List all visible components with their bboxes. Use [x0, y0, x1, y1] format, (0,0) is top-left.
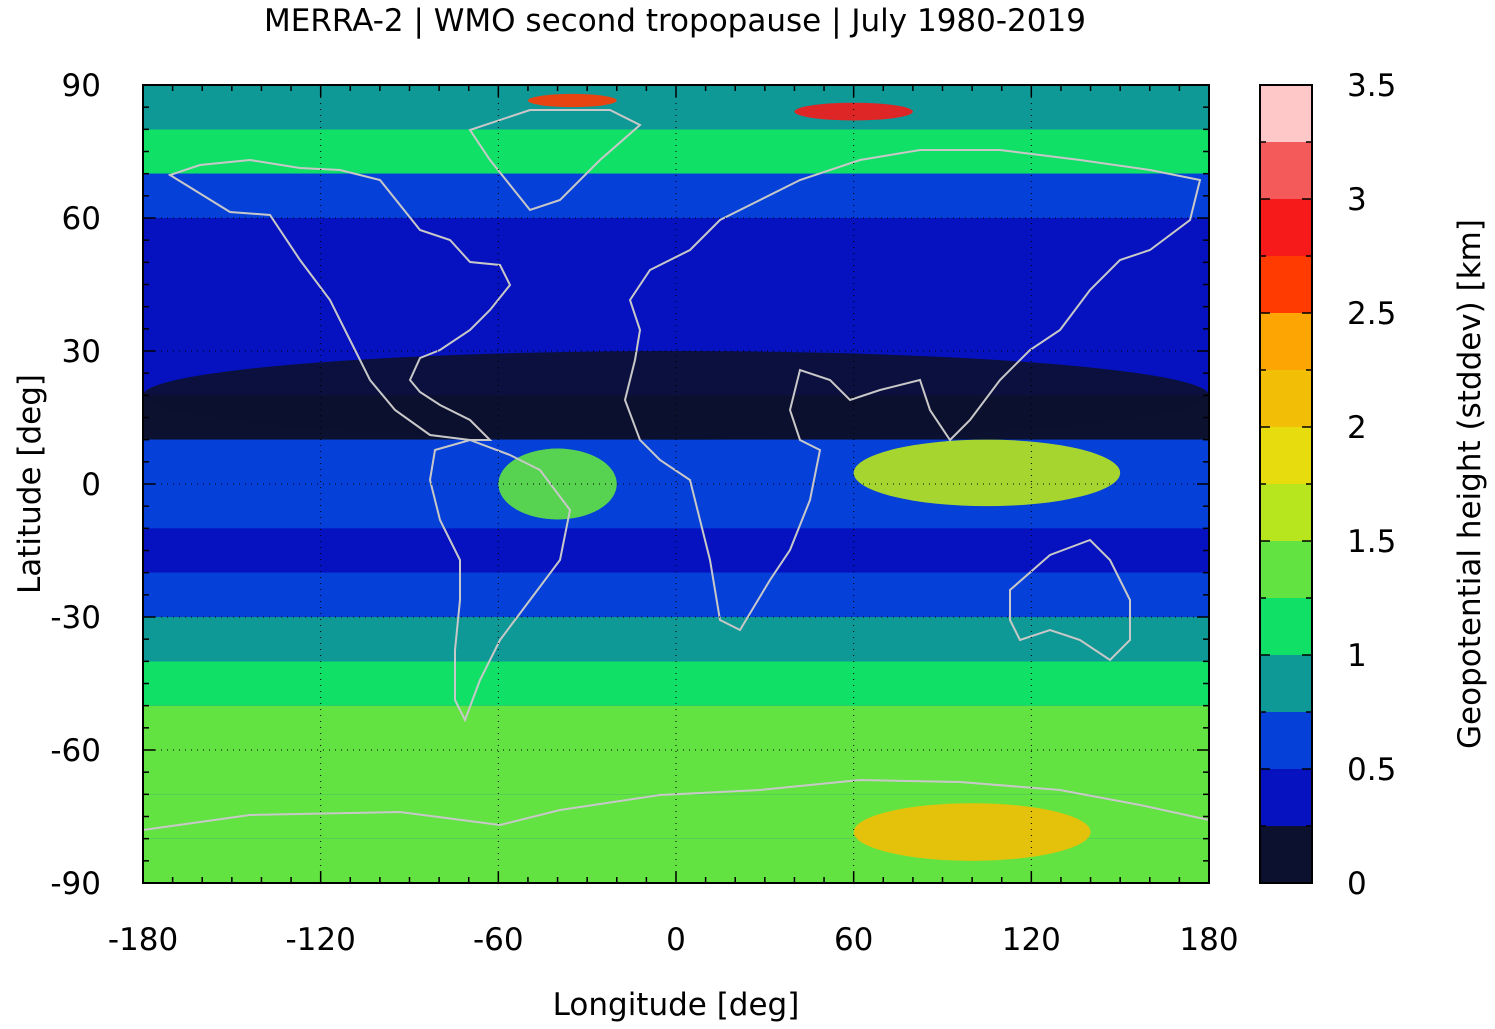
colorbar-swatch	[1260, 85, 1312, 142]
colorbar-swatch	[1260, 655, 1312, 712]
heat-band	[143, 284, 1209, 351]
x-tick-label: 60	[834, 922, 873, 958]
colorbar-swatch	[1260, 826, 1312, 883]
colorbar-swatch	[1260, 541, 1312, 598]
x-tick-label: -120	[285, 922, 355, 958]
y-axis: 90 60 30 0 -30 -60 -90	[50, 68, 101, 902]
y-tick-label: -90	[50, 866, 101, 902]
y-tick-label: 90	[62, 68, 101, 104]
colorbar-tick-label: 2.5	[1347, 296, 1396, 332]
colorbar-tick-label: 0.5	[1347, 752, 1396, 788]
x-axis-title: Longitude [deg]	[553, 987, 800, 1023]
heat-band	[143, 661, 1209, 706]
minor-ticks	[142, 84, 1210, 884]
coastline-north-america	[167, 158, 512, 441]
y-tick-label: 30	[62, 334, 101, 370]
heat-feature	[853, 439, 1121, 507]
colorbar-swatch	[1260, 256, 1312, 313]
colorbar-tick-label: 2	[1347, 410, 1367, 446]
colorbar-tick-label: 1.5	[1347, 524, 1396, 560]
heat-band	[143, 617, 1209, 662]
colorbar-title: Geopotential height (stddev) [km]	[1452, 219, 1488, 749]
colorbar-swatch	[1260, 313, 1312, 370]
colorbar-swatch	[1260, 712, 1312, 769]
colorbar-swatch	[1260, 769, 1312, 826]
heat-feature	[853, 803, 1091, 861]
heatmap-features	[143, 93, 1209, 861]
colorbar-axis: 0 0.5 1 1.5 2 2.5 3 3.5	[1260, 68, 1396, 902]
colorbar	[1259, 84, 1313, 884]
heat-feature	[527, 93, 617, 108]
colorbar-tick-label: 1	[1347, 638, 1367, 674]
colorbar-tick-label: 3	[1347, 182, 1367, 218]
coastline-antarctica	[142, 778, 1210, 831]
x-axis: -180 -120 -60 0 60 120 180	[108, 922, 1239, 958]
heat-feature	[143, 351, 1209, 440]
y-tick-label: 60	[62, 201, 101, 237]
colorbar-swatch	[1260, 370, 1312, 427]
colorbar-swatch	[1260, 142, 1312, 199]
y-tick-label: -30	[50, 600, 101, 636]
coastline-eurasia-africa	[623, 149, 1202, 632]
heat-feature	[794, 102, 913, 121]
y-tick-label: 0	[81, 467, 101, 503]
x-tick-label: 120	[1002, 922, 1061, 958]
plot-area	[142, 84, 1210, 884]
y-axis-title: Latitude [deg]	[12, 374, 48, 594]
colorbar-tick-label: 3.5	[1347, 68, 1396, 104]
coastlines	[142, 109, 1210, 831]
x-tick-label: -180	[108, 922, 178, 958]
chart-title: MERRA-2 | WMO second tropopause | July 1…	[264, 3, 1086, 39]
coastline-greenland	[468, 109, 642, 212]
heat-band	[143, 572, 1209, 617]
x-tick-label: 0	[666, 922, 686, 958]
x-tick-label: 180	[1179, 922, 1238, 958]
y-tick-label: -60	[50, 733, 101, 769]
coastline-south-america	[428, 438, 572, 723]
colorbar-swatch	[1260, 484, 1312, 541]
coastline-australia	[1009, 538, 1131, 662]
heat-band	[143, 218, 1209, 285]
grid	[143, 85, 1209, 883]
colorbar-tick-label: 0	[1347, 866, 1367, 902]
heat-band	[143, 528, 1209, 573]
x-tick-label: -60	[473, 922, 524, 958]
colorbar-swatch	[1260, 427, 1312, 484]
colorbar-swatch	[1260, 598, 1312, 655]
colorbar-swatch	[1260, 199, 1312, 256]
